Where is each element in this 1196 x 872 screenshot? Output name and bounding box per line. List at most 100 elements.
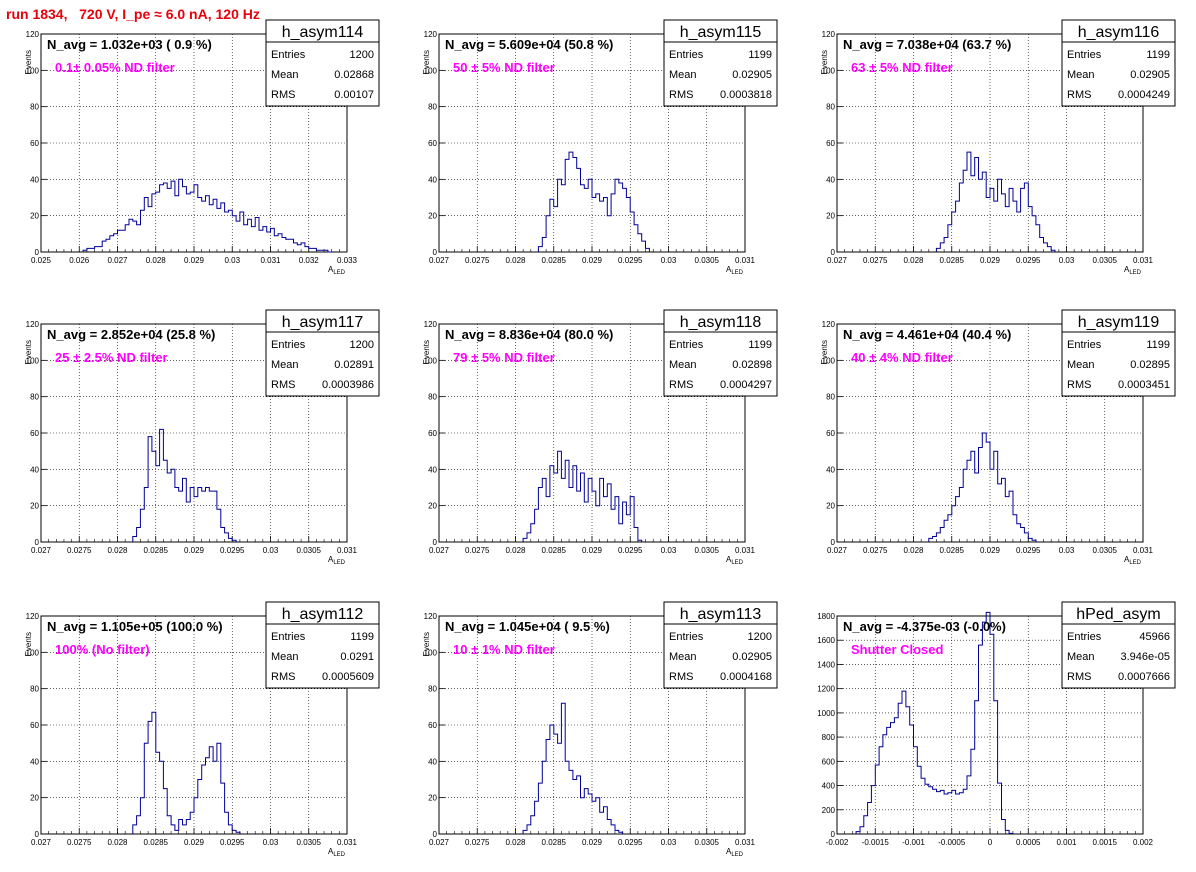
histogram-series-hPed_asym (855, 611, 1014, 834)
stats-label-entries: Entries (1067, 339, 1102, 351)
y-tick-label: 80 (826, 103, 835, 112)
x-tick-label: 0.0285 (940, 546, 965, 555)
y-tick-label: 120 (822, 320, 836, 329)
x-axis-label: ALED (328, 265, 346, 276)
x-tick-label: 0.0285 (542, 838, 567, 847)
stats-value-mean: 0.02905 (1130, 69, 1170, 81)
n-avg-label: N_avg = 1.045e+04 ( 9.5 %) (445, 619, 610, 634)
x-tick-label: 0.027 (429, 546, 450, 555)
y-tick-label: 120 (424, 320, 438, 329)
x-tick-label: 0.0285 (940, 256, 965, 265)
x-tick-label: 0.0305 (695, 256, 720, 265)
y-tick-label: 40 (30, 465, 39, 474)
x-tick-label: 0.029 (980, 546, 1001, 555)
stats-label-rms: RMS (669, 671, 693, 683)
y-tick-label: 60 (428, 139, 437, 148)
x-tick-label: 0.0285 (144, 546, 169, 555)
x-tick-label: 0.03 (661, 546, 677, 555)
y-tick-label: 40 (428, 465, 437, 474)
y-tick-label: 120 (26, 30, 40, 39)
x-tick-label: 0.026 (69, 256, 90, 265)
n-avg-label: N_avg = 4.461e+04 (40.4 %) (843, 327, 1011, 342)
histogram-series-h_asym114 (82, 178, 332, 253)
histogram-panel-h_asym119: 0 20 40 60 80 100 120 0.027 0.0275 0.028 0.0285 0.0… (820, 309, 1176, 566)
stats-value-rms: 0.0004249 (1118, 89, 1170, 101)
y-tick-label: 1200 (817, 685, 835, 694)
x-tick-label: 0.001 (1056, 838, 1077, 847)
y-tick-label: 80 (428, 685, 437, 694)
stats-value-mean: 3.946e-05 (1120, 651, 1170, 663)
stats-label-rms: RMS (669, 89, 693, 101)
x-tick-label: 0.002 (1133, 838, 1154, 847)
x-tick-label: 0.0285 (542, 546, 567, 555)
filter-annotation: 63 ± 5% ND filter (851, 60, 953, 75)
stats-value-mean: 0.02868 (334, 69, 374, 81)
x-tick-label: 0.0275 (465, 838, 490, 847)
n-avg-label: N_avg = 1.105e+05 (100.0 %) (47, 619, 223, 634)
stats-box (663, 19, 778, 107)
y-tick-label: 100 (424, 648, 438, 657)
x-tick-label: 0.0015 (1093, 838, 1118, 847)
histogram-name: h_asym115 (680, 24, 762, 41)
histogram-name: hPed_asym (1076, 606, 1161, 623)
y-tick-label: 200 (822, 806, 836, 815)
stats-box (1061, 601, 1176, 689)
y-tick-label: 800 (822, 733, 836, 742)
y-tick-label: 20 (826, 212, 835, 221)
x-tick-label: 0.027 (31, 838, 52, 847)
x-tick-label: 0.0275 (465, 256, 490, 265)
x-tick-label: 0.031 (1133, 546, 1154, 555)
stats-value-entries: 1199 (748, 339, 772, 351)
x-tick-label: 0.027 (31, 546, 52, 555)
histogram-panel-h_asym115: 0 20 40 60 80 100 120 0.027 0.0275 0.028 0.0285 0.0… (422, 19, 778, 276)
x-tick-label: 0.031 (1133, 256, 1154, 265)
x-tick-label: 0.0305 (1093, 256, 1118, 265)
x-tick-label: 0.0275 (863, 256, 888, 265)
x-tick-label: 0.0305 (695, 838, 720, 847)
y-tick-label: 120 (26, 320, 40, 329)
x-tick-label: 0.031 (337, 838, 358, 847)
x-tick-label: 0.028 (505, 546, 526, 555)
x-tick-label: 0.027 (429, 256, 450, 265)
y-tick-label: 40 (428, 757, 437, 766)
y-tick-label: 100 (424, 66, 438, 75)
histogram-name: h_asym114 (282, 24, 364, 41)
x-tick-label: 0.028 (903, 546, 924, 555)
y-tick-label: 0 (433, 830, 438, 839)
stats-value-rms: 0.0004297 (720, 379, 772, 391)
x-tick-label: 0.027 (107, 256, 128, 265)
x-tick-label: 0.0305 (1093, 546, 1118, 555)
histogram-panel-h_asym117: 0 20 40 60 80 100 120 0.027 0.0275 0.028 0.0285 0.0… (24, 309, 380, 566)
stats-label-rms: RMS (669, 379, 693, 391)
y-tick-label: 60 (30, 429, 39, 438)
stats-value-rms: 0.0004168 (720, 671, 772, 683)
stats-label-mean: Mean (271, 69, 299, 81)
y-tick-label: 60 (30, 139, 39, 148)
x-tick-label: 0.029 (582, 838, 603, 847)
histogram-name: h_asym116 (1078, 24, 1160, 41)
stats-label-rms: RMS (1067, 671, 1091, 683)
stats-label-mean: Mean (271, 651, 299, 663)
n-avg-label: N_avg = 2.852e+04 (25.8 %) (47, 327, 215, 342)
stats-label-entries: Entries (271, 339, 306, 351)
y-axis-label: Events (422, 340, 431, 364)
stats-label-rms: RMS (271, 89, 295, 101)
x-tick-label: 0.028 (146, 256, 167, 265)
x-tick-label: 0.03 (661, 256, 677, 265)
x-tick-label: -0.0005 (938, 838, 966, 847)
stats-value-rms: 0.0003451 (1118, 379, 1170, 391)
stats-label-mean: Mean (1067, 359, 1095, 371)
x-tick-label: 0.029 (184, 546, 205, 555)
y-tick-label: 20 (30, 794, 39, 803)
x-tick-label: 0.033 (337, 256, 358, 265)
histogram-panel-h_asym114: 0 20 40 60 80 100 120 0.025 0.026 0.027 0.028 0.029… (24, 19, 380, 276)
x-tick-label: 0.0275 (67, 838, 92, 847)
run-title: run 1834, 720 V, I_pe ≈ 6.0 nA, 120 Hz (6, 6, 260, 22)
x-tick-label: 0.031 (337, 546, 358, 555)
x-tick-label: 0.0295 (1016, 256, 1041, 265)
stats-label-entries: Entries (669, 631, 704, 643)
y-tick-label: 80 (428, 103, 437, 112)
x-tick-label: 0.03 (263, 838, 279, 847)
x-tick-label: 0.0275 (465, 546, 490, 555)
